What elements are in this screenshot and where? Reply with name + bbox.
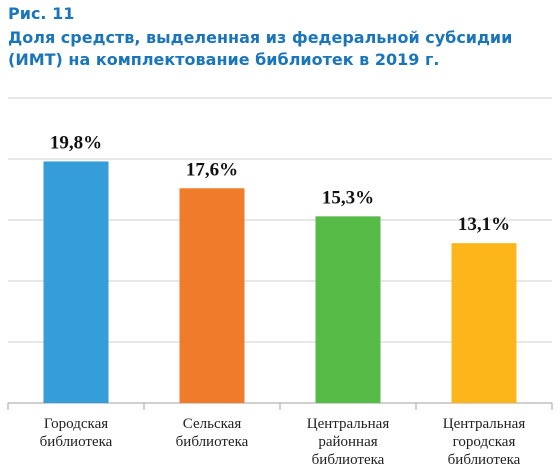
bar [315, 216, 381, 403]
x-tick-label: Центральная районная библиотека [307, 416, 390, 468]
value-label: 19,8% [50, 132, 102, 153]
chart-title: Доля средств, выделенная из федеральной … [8, 28, 512, 69]
x-tick-label: Центральная городская библиотека [443, 416, 526, 468]
bar [451, 243, 517, 403]
bar [179, 188, 245, 403]
value-label: 15,3% [322, 187, 374, 208]
x-tick-label: Городская библиотека [40, 416, 113, 450]
figure-label: Рис. 11 [8, 4, 74, 23]
x-tick-label: Сельская библиотека [176, 416, 249, 450]
value-label: 17,6% [186, 159, 238, 180]
bar [43, 161, 109, 403]
value-label: 13,1% [458, 214, 510, 235]
